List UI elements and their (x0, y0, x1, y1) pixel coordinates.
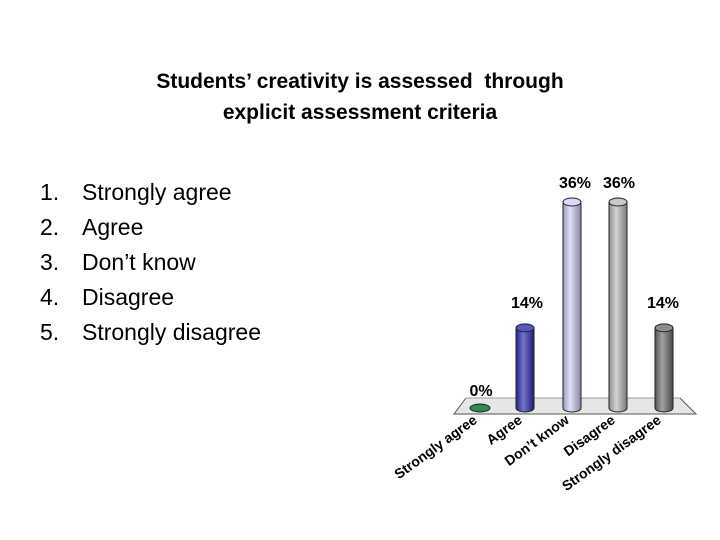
data-label: 14% (511, 295, 543, 312)
data-label: 36% (559, 175, 591, 192)
option-label: Don’t know (82, 249, 196, 275)
option-label: Strongly disagree (82, 319, 261, 345)
bar (469, 403, 491, 413)
data-label: 0% (469, 383, 492, 400)
option-number: 2. (40, 214, 60, 240)
bar-top (654, 323, 674, 333)
chart-title: Students’ creativity is assessed through… (60, 66, 660, 128)
option-label: Agree (82, 214, 144, 240)
option-label: Disagree (82, 284, 175, 310)
bar (608, 201, 628, 413)
bar-top (562, 197, 582, 207)
list-item: 2. Agree (40, 210, 261, 245)
bar (654, 327, 674, 413)
data-label: 36% (603, 175, 635, 192)
data-label: 14% (647, 295, 679, 312)
bar-top (608, 197, 628, 207)
option-number: 3. (40, 249, 60, 275)
list-item: 1. Strongly agree (40, 175, 261, 210)
bar (515, 327, 535, 413)
bar (562, 201, 582, 413)
list-item: 5. Strongly disagree (40, 315, 261, 350)
option-number: 4. (40, 284, 60, 310)
option-number: 1. (40, 179, 60, 205)
option-number: 5. (40, 319, 60, 345)
x-tick-label: Strongly agree (391, 411, 480, 482)
list-item: 3. Don’t know (40, 245, 261, 280)
title-line-1: Students’ creativity is assessed through (156, 70, 564, 93)
bar-top (515, 323, 535, 333)
title-line-2: explicit assessment criteria (222, 101, 498, 124)
options-list: 1. Strongly agree 2. Agree 3. Don’t know 4.… (40, 175, 261, 350)
list-item: 4. Disagree (40, 280, 261, 315)
option-label: Strongly agree (82, 179, 232, 205)
